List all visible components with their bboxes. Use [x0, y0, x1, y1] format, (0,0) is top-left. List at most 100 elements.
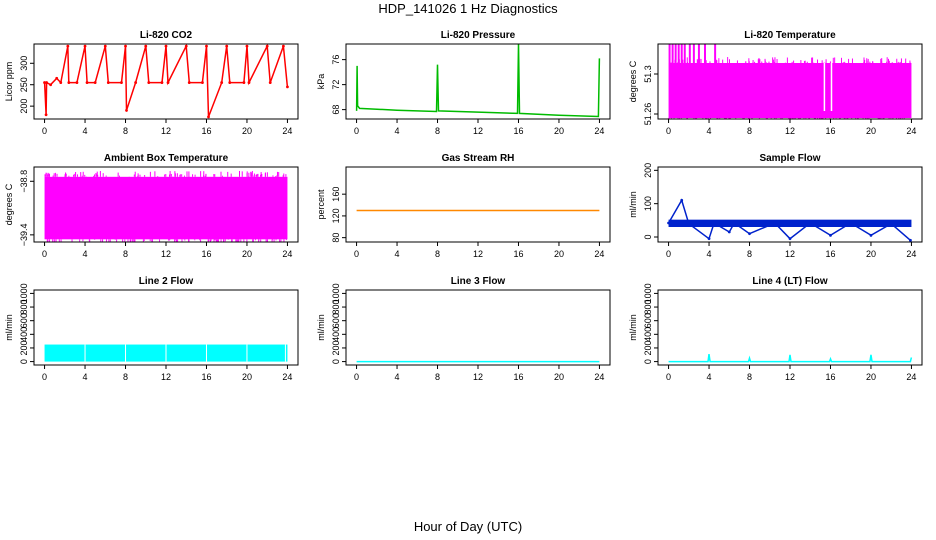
y-tick-label: 0 — [643, 359, 653, 364]
data-point — [869, 233, 873, 237]
data-point — [707, 237, 711, 241]
y-tick-label: 51.3 — [643, 65, 653, 83]
panel-title: Gas Stream RH — [442, 153, 515, 164]
x-tick-label: 8 — [747, 126, 752, 136]
x-tick-label: 12 — [785, 126, 795, 136]
x-tick-label: 0 — [666, 126, 671, 136]
data-point — [144, 44, 148, 48]
panel-title: Line 4 (LT) Flow — [752, 276, 828, 287]
data-point — [245, 44, 249, 48]
series-line — [355, 44, 601, 118]
data-point — [207, 115, 210, 119]
data-point — [286, 85, 289, 89]
x-tick-label: 4 — [707, 249, 712, 259]
y-tick-label: 800 — [19, 300, 29, 315]
x-tick-label: 20 — [242, 372, 252, 382]
data-point — [55, 76, 59, 80]
x-tick-label: 8 — [123, 249, 128, 259]
data-point — [680, 198, 684, 202]
x-tick-label: 16 — [201, 372, 211, 382]
panel-9: Line 4 (LT) Flow 0 4 8 12 16 20 24 0 200400600800… — [628, 276, 923, 382]
data-point — [125, 109, 128, 112]
x-tick-label: 20 — [554, 126, 564, 136]
data-point — [75, 81, 79, 84]
y-tick-label: 80 — [331, 233, 341, 243]
plot-area — [668, 353, 913, 363]
x-tick-label: 12 — [161, 126, 171, 136]
y-tick-label: 200 — [643, 163, 653, 178]
panel-6: Sample Flow 0 4 8 12 16 20 24 0 100 200 ml/min — [628, 153, 923, 259]
x-tick-label: 4 — [395, 372, 400, 382]
y-tick-label: 51.26 — [643, 103, 653, 126]
panel-1: Li-820 CO2 0 4 8 12 16 20 24 200 250 300 Licor ppm — [4, 30, 299, 136]
x-tick-label: 24 — [282, 372, 292, 382]
plot-area — [44, 170, 288, 242]
x-tick-label: 0 — [354, 126, 359, 136]
data-point — [83, 44, 87, 48]
y-tick-label: 400 — [643, 327, 653, 342]
x-tick-label: 20 — [242, 126, 252, 136]
y-tick-label: 400 — [331, 327, 341, 342]
data-point — [147, 81, 151, 84]
data-band — [44, 176, 288, 240]
series-line — [43, 44, 289, 118]
plot-frame — [345, 289, 611, 366]
data-point — [247, 81, 251, 84]
panel-title: Sample Flow — [759, 153, 820, 164]
y-tick-label: 68 — [331, 105, 341, 115]
x-tick-label: 16 — [201, 126, 211, 136]
data-point — [788, 237, 792, 241]
data-point — [49, 83, 53, 87]
data-point — [67, 81, 71, 84]
x-tick-label: 16 — [825, 372, 835, 382]
x-tick-label: 12 — [473, 249, 483, 259]
x-tick-label: 24 — [282, 126, 292, 136]
data-point — [268, 81, 272, 84]
plot-frame — [345, 43, 611, 120]
x-tick-label: 12 — [473, 126, 483, 136]
y-tick-label: 0 — [331, 359, 341, 364]
data-point — [44, 113, 48, 117]
x-tick-label: 20 — [242, 249, 252, 259]
x-tick-label: 16 — [513, 249, 523, 259]
x-tick-label: 12 — [473, 372, 483, 382]
data-band — [668, 63, 912, 118]
data-point — [265, 44, 269, 48]
data-point — [205, 44, 208, 48]
x-tick-label: 20 — [554, 372, 564, 382]
y-tick-label: 0 — [643, 234, 653, 239]
x-tick-label: 20 — [866, 372, 876, 382]
y-tick-label: 800 — [331, 300, 341, 315]
data-point — [106, 81, 110, 84]
data-point — [829, 233, 832, 237]
y-tick-label: 600 — [331, 313, 341, 328]
x-tick-label: 12 — [785, 372, 795, 382]
y-axis-label: degrees C — [628, 60, 638, 102]
data-point — [220, 81, 224, 84]
x-tick-label: 4 — [395, 126, 400, 136]
x-tick-label: 0 — [354, 372, 359, 382]
data-point — [201, 81, 204, 84]
y-axis-label: ml/min — [4, 314, 14, 341]
y-tick-label: 200 — [331, 340, 341, 355]
x-tick-label: 16 — [201, 249, 211, 259]
data-point — [59, 81, 63, 84]
x-tick-label: 4 — [83, 372, 88, 382]
plot-area — [43, 44, 289, 119]
data-point — [687, 222, 691, 226]
y-tick-label: 76 — [331, 55, 341, 65]
data-point — [124, 44, 127, 48]
y-tick-label: −38.8 — [19, 170, 29, 193]
x-tick-label: 4 — [707, 372, 712, 382]
y-tick-label: −39.4 — [19, 223, 29, 246]
data-point — [225, 44, 229, 48]
x-tick-label: 16 — [825, 126, 835, 136]
x-tick-label: 20 — [866, 249, 876, 259]
x-tick-label: 4 — [83, 126, 88, 136]
plot-area — [667, 198, 912, 242]
x-tick-label: 8 — [747, 249, 752, 259]
x-tick-label: 20 — [554, 249, 564, 259]
plot-frame — [657, 289, 923, 366]
y-tick-label: 800 — [643, 300, 653, 315]
